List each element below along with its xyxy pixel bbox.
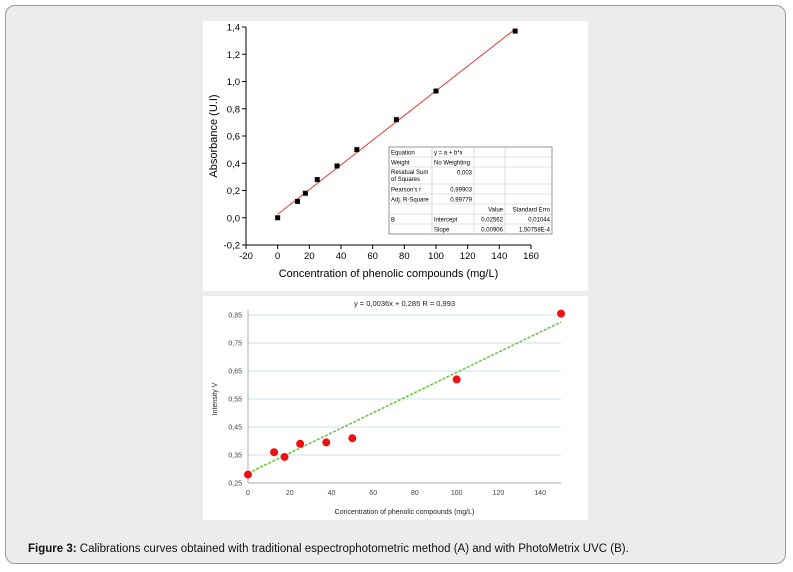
stats-cell: 0,00906 (481, 228, 503, 234)
x-tick-label: 60 (367, 251, 378, 262)
y-tick-label: -0,2 (224, 241, 240, 252)
y-tick-label: 0,45 (228, 425, 242, 432)
y-tick-label: 0,65 (228, 369, 242, 376)
data-point (393, 117, 399, 123)
stats-cell: 0,003 (457, 171, 473, 177)
x-tick-label: 20 (286, 490, 294, 497)
x-tick-label: 140 (534, 490, 546, 497)
x-axis-label: Concentration of phenolic compounds (mg/… (335, 509, 475, 516)
stats-cell: Slope (434, 228, 450, 234)
fit-line (247, 321, 562, 474)
stats-cell: of Squares (391, 177, 420, 183)
y-tick-label: 0,0 (227, 213, 240, 224)
stats-cell: 0,01044 (528, 218, 550, 224)
stats-cell: Value (488, 208, 504, 214)
data-point (314, 177, 320, 183)
stats-cell: Intercept (434, 218, 458, 224)
stats-cell: 0,99779 (450, 198, 472, 204)
data-point (302, 190, 308, 196)
data-point (452, 375, 461, 384)
stats-cell: 1,50758E-4 (519, 228, 551, 234)
stats-cell: Adj. R-Square (391, 198, 429, 204)
data-point (280, 452, 289, 461)
data-point (296, 439, 305, 448)
data-point (322, 438, 331, 447)
y-tick-label: 0,85 (228, 313, 242, 320)
data-point (512, 28, 518, 34)
x-tick-label: -20 (239, 251, 253, 262)
caption-text: Calibrations curves obtained with tradit… (76, 543, 629, 555)
figure-caption: Figure 3: Calibrations curves obtained w… (28, 543, 629, 555)
data-point (275, 215, 281, 221)
y-tick-label: 0,25 (228, 481, 242, 488)
x-tick-label: 40 (328, 490, 336, 497)
data-point (557, 309, 565, 318)
y-tick-label: 0,8 (227, 104, 240, 115)
stats-table (388, 146, 553, 235)
data-point (334, 163, 340, 169)
data-point (244, 470, 252, 479)
stats-cell: Weight (391, 161, 410, 167)
y-tick-label: 0,75 (228, 341, 242, 348)
stats-cell: No Weighting (434, 161, 470, 167)
y-tick-label: 0,4 (227, 159, 240, 170)
y-tick-label: 0,55 (228, 397, 242, 404)
y-tick-label: 0,6 (227, 132, 240, 143)
data-point (354, 147, 360, 153)
x-tick-label: 0 (275, 251, 280, 262)
x-axis-label: Concentration of phenolic compounds (mg/… (279, 268, 499, 280)
stats-cell: Residual Sum (391, 170, 428, 176)
y-tick-label: 1,4 (227, 23, 240, 34)
y-axis-label: Absorbance (U.I) (208, 94, 220, 177)
stats-cell: 0,02562 (481, 218, 503, 224)
x-tick-label: 120 (493, 490, 505, 497)
y-axis-label: Intensity V (212, 382, 219, 415)
y-tick-label: 0,2 (227, 186, 240, 197)
x-tick-label: 0 (246, 490, 250, 497)
chart-title: y = 0,0036x + 0,285 R = 0,993 (354, 299, 455, 308)
x-tick-label: 140 (491, 251, 507, 262)
x-tick-label: 100 (428, 251, 444, 262)
caption-label: Figure 3: (28, 543, 77, 555)
data-point (433, 88, 439, 94)
chart-a-panel: -20 0 20 40 60 80 100 120 140 160 -0,2 0,0 0,2 0,4 0,6… (203, 21, 588, 291)
y-tick-label: 0,35 (228, 453, 242, 460)
stats-cell: y = a + b*x (434, 151, 463, 157)
stats-cell: Pearson's r (391, 188, 421, 194)
x-tick-label: 160 (523, 251, 539, 262)
x-tick-label: 80 (411, 490, 419, 497)
chart-b-panel: 0,25 0,35 0,45 0,55 0,65 0,75 0,85 0 20 40 60 80 100… (203, 296, 588, 520)
chart-a: -20 0 20 40 60 80 100 120 140 160 -0,2 0,0 0,2 0,4 0,6… (208, 23, 553, 280)
x-tick-label: 120 (460, 251, 476, 262)
data-point (348, 434, 357, 443)
y-tick-label: 1,0 (227, 77, 240, 88)
x-tick-label: 100 (451, 490, 463, 497)
stats-cell: B (391, 218, 395, 224)
stats-cell: Equation (391, 151, 415, 157)
x-tick-label: 40 (336, 251, 347, 262)
x-tick-label: 80 (399, 251, 410, 262)
data-point (294, 198, 300, 204)
data-point (270, 448, 279, 457)
stats-cell: 0,99903 (450, 188, 472, 194)
stats-cell: Standard Erro (513, 208, 551, 214)
chart-b: 0,25 0,35 0,45 0,55 0,65 0,75 0,85 0 20 40 60 80 100… (212, 299, 565, 516)
y-tick-label: 1,2 (227, 50, 240, 61)
x-tick-label: 20 (304, 251, 315, 262)
x-tick-label: 60 (369, 490, 377, 497)
